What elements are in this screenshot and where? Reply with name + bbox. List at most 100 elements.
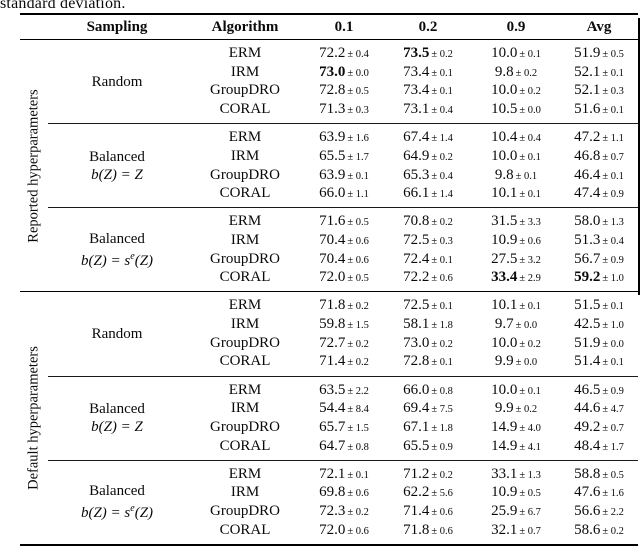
value-cell: 72.3 ± 0.2 (304, 503, 384, 520)
algorithm-label: ERM (228, 297, 262, 314)
value-stddev: ± 4.1 (519, 441, 541, 453)
value-mean: 72.0 (319, 269, 346, 286)
value-stddev: ± 0.3 (347, 105, 369, 117)
value-cell: 67.1 ± 1.8 (384, 419, 472, 436)
value-mean: 64.9 (403, 147, 430, 164)
value-stddev: ± 0.2 (431, 469, 453, 481)
block-separator-rule (48, 459, 638, 461)
value-mean: 73.1 (403, 101, 430, 118)
header-col-0.2: 0.2 (418, 18, 438, 35)
value-stddev: ± 1.0 (602, 320, 624, 332)
value-stddev: ± 0.6 (431, 525, 453, 537)
value-cell: 72.0 ± 0.6 (304, 522, 384, 539)
value-mean: 58.1 (403, 316, 430, 333)
value-cell: 10.9 ± 0.6 (472, 232, 560, 249)
value-cell: 9.8 ± 0.1 (472, 167, 560, 184)
algorithm-label: CORAL (219, 521, 271, 538)
value-stddev: ± 1.5 (347, 320, 369, 332)
value-cell: 64.7 ± 0.8 (304, 438, 384, 455)
value-stddev: ± 2.2 (602, 507, 624, 519)
value-mean: 72.8 (403, 353, 430, 370)
value-stddev: ± 0.2 (515, 404, 538, 416)
value-stddev: ± 1.1 (347, 189, 369, 201)
value-stddev: ± 0.1 (515, 170, 538, 182)
value-cell: 65.5 ± 1.7 (304, 148, 384, 165)
value-stddev: ± 1.4 (431, 133, 453, 145)
header-col-0.9: 0.9 (506, 18, 526, 35)
value-mean: 67.4 (403, 129, 430, 146)
table-row: ERM 71.8 ± 0.2 72.5 ± 0.1 10.1 ± 0.1 51.5 ± 0.1 (186, 297, 638, 316)
table-row: CORAL 71.3 ± 0.3 73.1 ± 0.4 10.5 ± 0.0 51.6 ± 0.… (186, 100, 638, 119)
algorithm-label: ERM (228, 465, 262, 482)
value-cell: 71.3 ± 0.3 (304, 101, 384, 118)
value-cell: 47.4 ± 0.9 (560, 185, 638, 202)
value-cell: 9.9 ± 0.0 (472, 353, 560, 370)
value-cell: 73.4 ± 0.1 (384, 82, 472, 99)
value-cell: 25.9 ± 6.7 (472, 503, 560, 520)
value-cell: 10.0 ± 0.1 (472, 382, 560, 399)
value-cell: 66.1 ± 1.4 (384, 185, 472, 202)
table-block: Balanced b(Z) = se(Z) ERM 71.6 ± 0.5 70.8 ± 0.… (48, 208, 638, 291)
value-cell: 72.5 ± 0.3 (384, 232, 472, 249)
value-mean: 56.7 (574, 250, 601, 267)
value-mean: 73.5 (403, 45, 430, 62)
value-mean: 73.4 (403, 82, 430, 99)
value-cell: 46.5 ± 0.9 (560, 382, 638, 399)
table-row: CORAL 71.4 ± 0.2 72.8 ± 0.1 9.9 ± 0.0 51.4 ± 0.1 (186, 353, 638, 372)
value-cell: 49.2 ± 0.7 (560, 419, 638, 436)
value-stddev: ± 0.0 (515, 357, 538, 369)
value-mean: 70.4 (319, 250, 346, 267)
value-stddev: ± 0.5 (347, 217, 369, 229)
value-cell: 58.6 ± 0.2 (560, 522, 638, 539)
value-cell: 66.0 ± 0.8 (384, 382, 472, 399)
value-cell: 10.0 ± 0.1 (472, 45, 560, 62)
value-mean: 9.8 (494, 63, 514, 80)
value-mean: 42.5 (574, 316, 601, 333)
block-separator-rule (48, 123, 638, 125)
value-stddev: ± 0.2 (515, 67, 538, 79)
value-stddev: ± 0.0 (602, 338, 624, 350)
value-stddev: ± 0.0 (347, 67, 369, 79)
value-cell: 71.4 ± 0.6 (384, 503, 472, 520)
table-row: IRM 59.8 ± 1.5 58.1 ± 1.8 9.7 ± 0.0 42.5 ± 1.0 (186, 315, 638, 334)
value-mean: 73.0 (403, 334, 430, 351)
sampling-label: Balanced b(Z) = Z (48, 128, 186, 203)
algorithm-label: IRM (230, 484, 260, 501)
value-cell: 63.9 ± 0.1 (304, 167, 384, 184)
value-mean: 72.4 (403, 250, 430, 267)
value-stddev: ± 0.4 (519, 133, 541, 145)
value-mean: 69.8 (319, 484, 346, 501)
algorithm-label: GroupDRO (210, 82, 280, 99)
value-stddev: ± 1.7 (602, 441, 624, 453)
table-row: GroupDRO 72.7 ± 0.2 73.0 ± 0.2 10.0 ± 0.2 51.9 ±… (186, 334, 638, 353)
value-stddev: ± 0.6 (431, 507, 453, 519)
value-mean: 70.4 (319, 231, 346, 248)
value-stddev: ± 0.1 (431, 254, 453, 266)
algorithm-label: IRM (230, 147, 260, 164)
table-row: IRM 70.4 ± 0.6 72.5 ± 0.3 10.9 ± 0.6 51.3 ± 0.4 (186, 231, 638, 250)
value-stddev: ± 1.4 (431, 189, 453, 201)
value-cell: 73.1 ± 0.4 (384, 101, 472, 118)
value-cell: 73.5 ± 0.2 (384, 45, 472, 62)
value-mean: 72.0 (319, 521, 346, 538)
value-mean: 66.0 (403, 381, 430, 398)
sampling-line2-math: b(Z) = se(Z) (80, 503, 154, 522)
table-row: ERM 72.1 ± 0.1 71.2 ± 0.2 33.1 ± 1.3 58.8 ± 0.5 (186, 465, 638, 484)
value-stddev: ± 0.0 (519, 105, 541, 117)
value-stddev: ± 0.2 (602, 525, 624, 537)
sampling-line1: Balanced (89, 483, 145, 500)
value-stddev: ± 1.8 (431, 320, 453, 332)
value-mean: 71.2 (403, 465, 430, 482)
value-cell: 33.4 ± 2.9 (472, 269, 560, 286)
value-cell: 47.6 ± 1.6 (560, 484, 638, 501)
value-cell: 65.7 ± 1.5 (304, 419, 384, 436)
value-stddev: ± 0.2 (347, 507, 369, 519)
algorithm-label: GroupDRO (210, 418, 280, 435)
table-row: IRM 73.0 ± 0.0 73.4 ± 0.1 9.8 ± 0.2 52.1 ± 0.1 (186, 63, 638, 82)
algorithm-label: IRM (230, 400, 260, 417)
value-cell: 33.1 ± 1.3 (472, 466, 560, 483)
value-mean: 65.7 (319, 418, 346, 435)
algorithm-label: IRM (230, 63, 260, 80)
table-row: IRM 65.5 ± 1.7 64.9 ± 0.2 10.0 ± 0.1 46.8 ± 0.7 (186, 147, 638, 166)
value-mean: 59.8 (319, 316, 346, 333)
